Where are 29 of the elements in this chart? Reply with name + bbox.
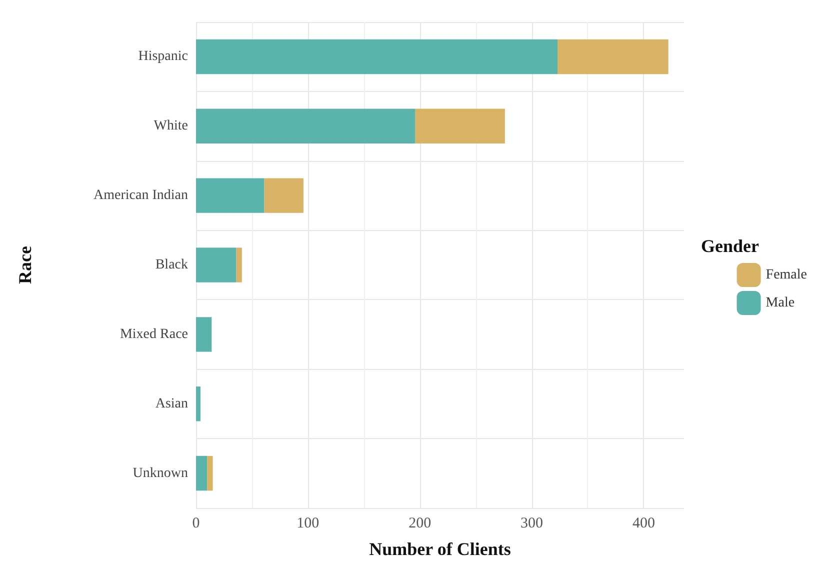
legend-label: Male <box>766 296 795 310</box>
y-tick-label: White <box>154 118 188 134</box>
bar <box>196 39 558 74</box>
y-tick-label: American Indian <box>94 188 188 204</box>
bar <box>415 108 505 144</box>
bar <box>196 108 416 144</box>
x-tick-label: 200 <box>408 516 432 532</box>
legend-label: Female <box>766 268 808 282</box>
x-axis-title: Number of Clients <box>369 539 511 559</box>
x-tick-label: 100 <box>296 516 320 532</box>
y-axis-title: Race <box>15 246 35 284</box>
bar <box>196 456 208 491</box>
bar <box>264 178 304 213</box>
y-tick-label: Asian <box>155 396 188 412</box>
bar <box>196 178 264 213</box>
y-tick-label: Unknown <box>132 466 188 481</box>
legend-title: Gender <box>701 236 760 256</box>
bar <box>236 248 242 282</box>
x-tick-label: 0 <box>192 516 200 532</box>
bar <box>196 386 200 422</box>
x-tick-label: 400 <box>632 516 655 532</box>
bar <box>196 317 212 352</box>
bar <box>207 456 213 491</box>
y-tick-label: Black <box>155 258 188 272</box>
bar <box>196 248 236 282</box>
y-tick-label: Hispanic <box>138 49 188 64</box>
x-tick-label: 300 <box>520 516 544 532</box>
y-tick-label: Mixed Race <box>120 326 188 342</box>
bar <box>558 39 668 74</box>
